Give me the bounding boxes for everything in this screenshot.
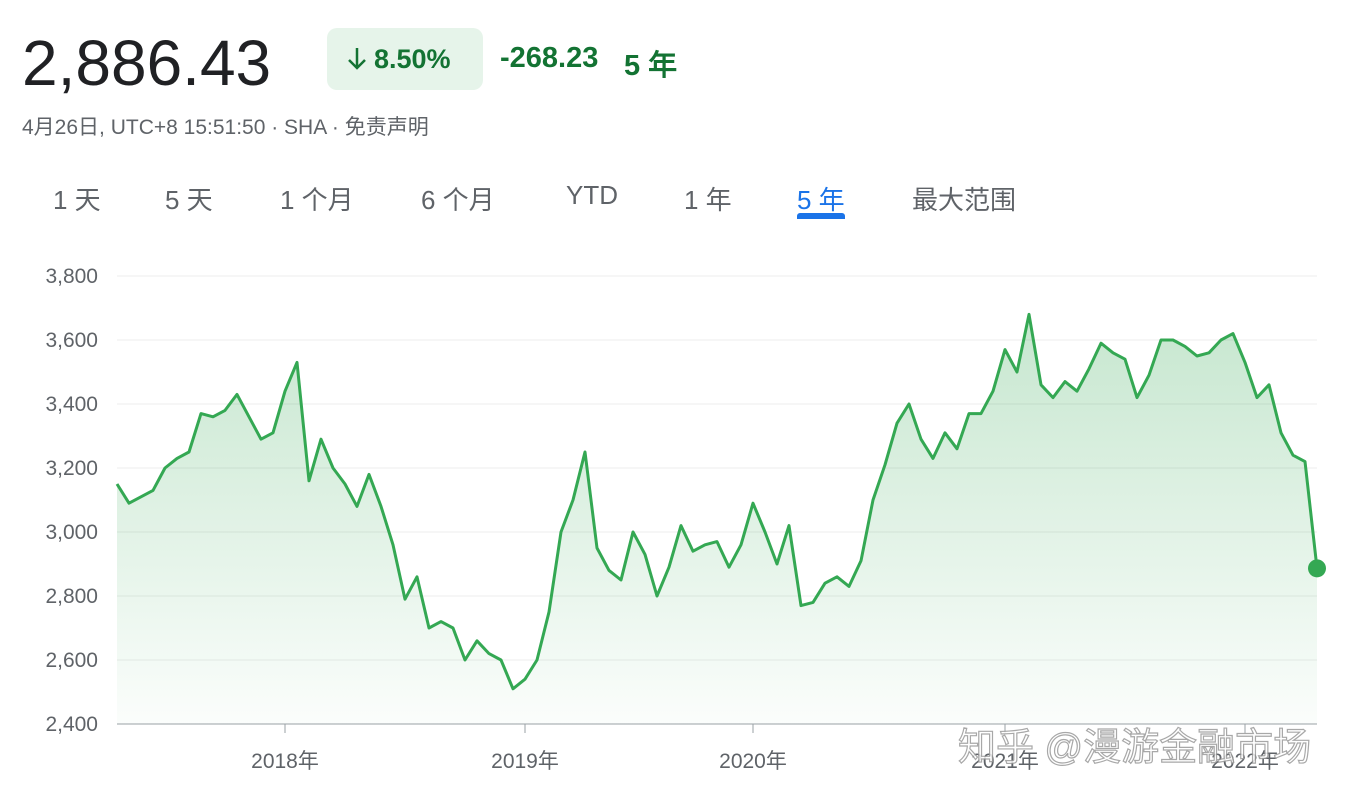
- x-tick-label: 2022年: [1211, 750, 1279, 773]
- change-percent: 8.50%: [374, 44, 451, 74]
- x-tick-label: 2019年: [491, 750, 559, 773]
- tab[interactable]: 5 天: [165, 185, 213, 215]
- line: [115, 312, 1319, 691]
- area: [117, 314, 1317, 724]
- y-tick-label: 2,600: [45, 649, 98, 672]
- x-tick-label: 2021年: [971, 750, 1039, 773]
- y-tick-label: 3,400: [45, 393, 98, 416]
- price: 2,886.43: [22, 27, 272, 99]
- y-tick-label: 3,800: [45, 265, 98, 288]
- y-tick-label: 3,200: [45, 457, 98, 480]
- x-tick-label: 2018年: [251, 750, 319, 773]
- down-arrow: [348, 48, 366, 70]
- y-tick-label: 3,600: [45, 329, 98, 352]
- tab[interactable]: 最大范围: [912, 185, 1017, 215]
- change-pill: [327, 28, 483, 90]
- meta-info: 4月26日, UTC+8 15:51:50 · SHA · 免责声明: [22, 116, 429, 139]
- active-tab-indicator: [797, 213, 845, 219]
- tab[interactable]: YTD: [566, 180, 618, 210]
- tab[interactable]: 1 天: [53, 185, 101, 215]
- change-value: -268.23: [500, 42, 599, 74]
- y-tick-label: 2,400: [45, 713, 98, 736]
- tab[interactable]: 6 个月: [421, 185, 495, 215]
- last-point: [1308, 559, 1326, 578]
- chart: 2,400 2,600 2,800 3,000 3,200 3,400 3,600 3,800…: [45, 265, 1326, 773]
- x-tick-label: 2020年: [719, 750, 787, 773]
- tab[interactable]: 1 年: [684, 185, 732, 215]
- tab[interactable]: 5 年: [797, 185, 845, 215]
- watermark: 知乎 @漫游金融市场: [958, 727, 1311, 769]
- y-tick-label: 2,800: [45, 585, 98, 608]
- change-period: 5 年: [624, 50, 678, 82]
- tab[interactable]: 1 个月: [280, 185, 354, 215]
- y-tick-label: 3,000: [45, 521, 98, 544]
